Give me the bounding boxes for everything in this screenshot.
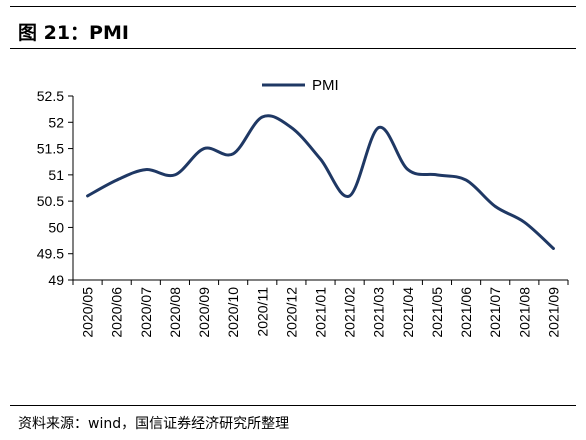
x-tick-label: 2021/09	[545, 287, 561, 338]
y-tick-label: 50.5	[37, 193, 64, 209]
data-point	[289, 126, 293, 130]
x-tick-label: 2020/11	[254, 287, 270, 337]
pmi-line-chart: PMI 49 49.5 50 50.5 51 51.5 52 52.5 2020/05 2020/…	[37, 77, 569, 338]
x-tick-label: 2021/07	[487, 287, 503, 338]
x-tick-label: 2021/08	[516, 287, 532, 338]
x-tick-label: 2021/05	[429, 287, 445, 338]
data-point	[551, 246, 555, 250]
x-tick-label: 2020/07	[138, 287, 154, 338]
source-note: 资料来源：wind，国信证券经济研究所整理	[18, 416, 290, 432]
y-tick-label: 51.5	[37, 141, 64, 157]
chart-plot-area	[86, 114, 555, 250]
data-point	[86, 194, 90, 198]
y-tick-label: 52	[48, 114, 64, 130]
data-point	[144, 168, 148, 172]
x-tick-label: 2020/06	[109, 287, 125, 338]
data-point	[435, 173, 439, 177]
x-tick-label: 2020/05	[80, 287, 96, 338]
x-tick-label: 2021/06	[458, 287, 474, 338]
title-rule	[10, 48, 576, 49]
top-rule	[10, 6, 576, 7]
data-point	[348, 194, 352, 198]
figure-title: 图 21：PMI	[18, 22, 129, 44]
data-point	[522, 220, 526, 224]
x-tick-label: 2020/12	[283, 287, 299, 338]
data-point	[202, 147, 206, 151]
series-line-pmi	[86, 114, 555, 250]
legend-label: PMI	[312, 77, 339, 94]
x-tick-label: 2021/03	[371, 287, 387, 338]
data-point	[406, 168, 410, 172]
data-point	[464, 178, 468, 182]
data-point	[493, 204, 497, 208]
y-tick-label: 52.5	[37, 88, 64, 104]
data-point	[319, 157, 323, 161]
x-tick-label: 2020/09	[196, 287, 212, 338]
data-point	[260, 115, 264, 119]
y-tick-label: 51	[48, 167, 64, 183]
data-point	[115, 178, 119, 182]
x-tick-label: 2021/02	[342, 287, 358, 338]
x-tick-label: 2020/10	[225, 287, 241, 338]
chart-legend: PMI	[262, 77, 339, 94]
bottom-rule	[10, 405, 576, 406]
data-point	[231, 152, 235, 156]
chart-axes: 49 49.5 50 50.5 51 51.5 52 52.5 2020/05 2020/06 20…	[37, 88, 569, 338]
y-tick-label: 50	[48, 219, 64, 235]
y-tick-label: 49.5	[37, 246, 64, 262]
data-point	[377, 126, 381, 130]
data-point	[173, 173, 177, 177]
x-tick-label: 2021/04	[400, 287, 416, 338]
x-tick-label: 2021/01	[313, 287, 329, 338]
x-tick-label: 2020/08	[167, 287, 183, 338]
y-tick-label: 49	[48, 272, 64, 288]
